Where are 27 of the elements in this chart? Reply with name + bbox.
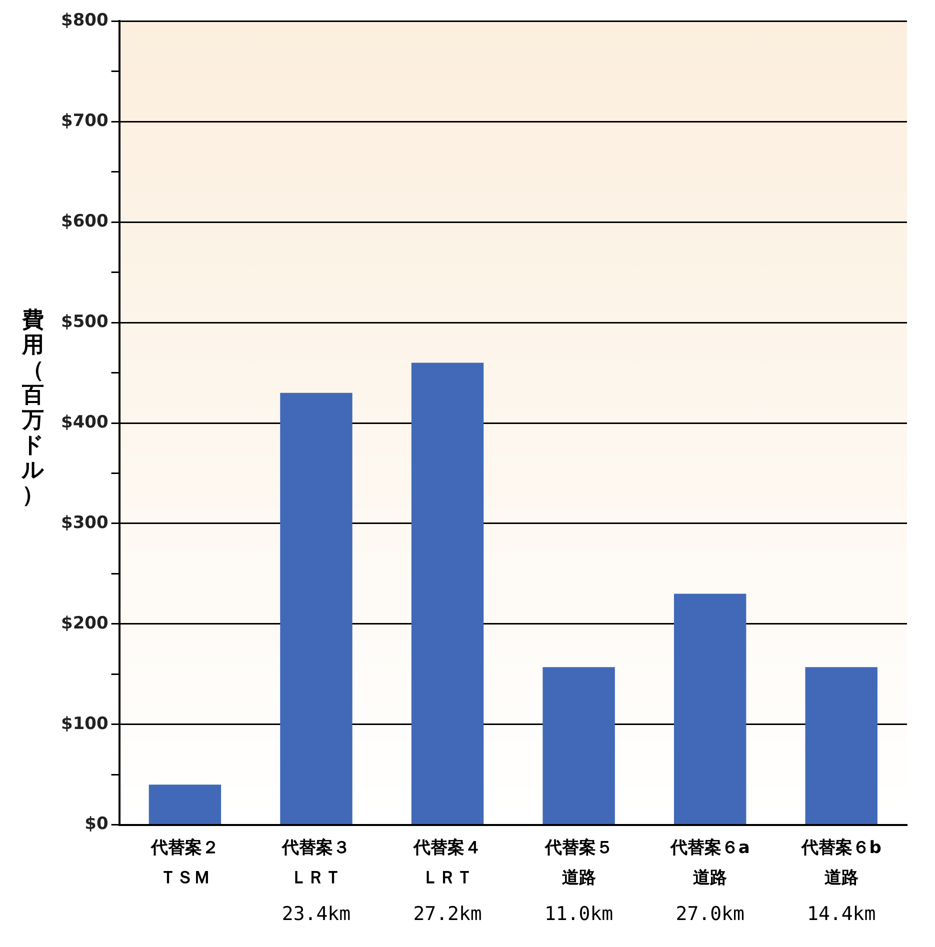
bar (805, 667, 878, 824)
y-tick-label: $400 (60, 412, 108, 432)
text: 23.4km (280, 902, 352, 925)
x-tick-label: 代替案３ＬＲＴ (280, 836, 352, 890)
text: 27.2km (412, 902, 483, 925)
x-tick-label: 代替案５道路 (544, 836, 614, 890)
x-tick-label: 代替案６a道路 (669, 836, 751, 890)
y-tick-label: $200 (60, 613, 108, 634)
y-tick-label: $0 (84, 814, 108, 834)
text: 27.0km (674, 902, 746, 925)
y-tick-label: $800 (60, 10, 108, 31)
y-axis-title: 費用（百万ドル） (22, 308, 44, 508)
x-tick-label: 代替案６b道路 (800, 836, 882, 890)
y-tick-label: $100 (60, 714, 108, 734)
bar (148, 784, 222, 824)
y-tick-label: $500 (60, 312, 108, 332)
bar (542, 667, 615, 824)
x-tick-label: 代替案４ＬＲＴ (412, 836, 483, 890)
y-tick-label: $700 (60, 111, 108, 132)
y-tick-label: $600 (60, 212, 108, 232)
text: 11.0km (543, 902, 614, 925)
bar (674, 594, 746, 824)
text: 14.4km (806, 902, 877, 925)
x-tick-label: 代替案２ＴＳＭ (150, 836, 220, 890)
bar (411, 362, 484, 824)
bar (280, 392, 352, 824)
y-tick-label: $300 (60, 512, 108, 533)
